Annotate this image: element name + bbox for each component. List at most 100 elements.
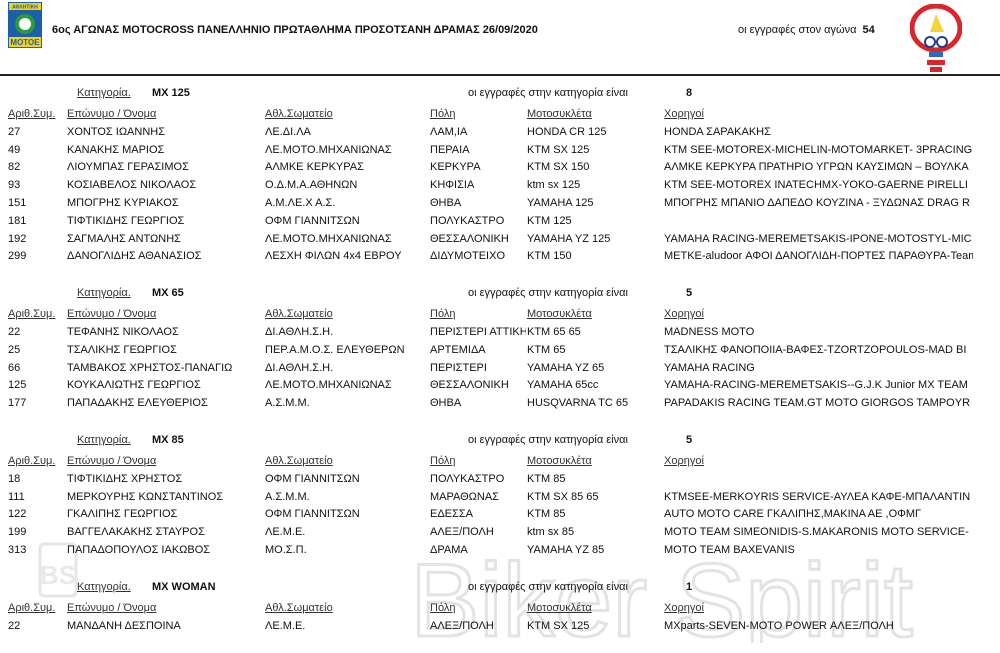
- club: ΛΕ.ΜΟΤΟ.ΜΗΧΑΝΙΩΝΑΣ: [265, 379, 392, 392]
- race-number: 199: [8, 526, 27, 539]
- category-count: 8: [686, 87, 693, 99]
- rider-name: ΔΑΝΟΓΛΙΔΗΣ ΑΘΑΝΑΣΙΟΣ: [67, 250, 202, 263]
- club: ΛΕ.ΜΟΤΟ.ΜΗΧΑΝΙΩΝΑΣ: [265, 232, 392, 245]
- table-row: 49 ΚΑΝΑΚΗΣ ΜΑΡΙΟΣ ΛΕ.ΜΟΤΟ.ΜΗΧΑΝΙΩΝΑΣ ΠΕΡΑΙΑ…: [0, 142, 1000, 160]
- motorcycle: KTM 65: [527, 343, 566, 356]
- rider-name: ΤΣΑΛΙΚΗΣ ΓΕΩΡΓΙΟΣ: [67, 343, 177, 356]
- sponsors: PAPADAKIS RACING TEAM.GT MOTO GIORGOS TA…: [664, 397, 971, 410]
- table-row: 177 ΠΑΠΑΔΑΚΗΣ ΕΛΕΥΘΕΡΙΟΣ Α.Σ.Μ.Μ. ΘΗΒΑ HUSQV…: [0, 395, 1000, 413]
- city: ΛΑΜ,ΙΑ: [430, 125, 468, 138]
- club: Ο.Δ.Μ.Α.ΑΘΗΝΩΝ: [265, 179, 358, 192]
- column-header: Αθλ.Σωματείο: [265, 308, 333, 321]
- category-section: Κατηγορία. MX WOMAN οι εγγραφές στην κατηγ…: [0, 578, 1000, 636]
- header-divider: [0, 74, 1000, 76]
- rider-name: ΛΙΟΥΜΠΑΣ ΓΕΡΑΣΙΜΟΣ: [67, 161, 189, 174]
- club: ΛΕ.ΜΟΤΟ.ΜΗΧΑΝΙΩΝΑΣ: [265, 143, 392, 156]
- column-header: Πόλη: [430, 308, 456, 321]
- table-row: 299 ΔΑΝΟΓΛΙΔΗΣ ΑΘΑΝΑΣΙΟΣ ΛΕΣΧΗ ΦΙΛΩΝ 4x4 Ε…: [0, 248, 1000, 266]
- sponsors: KTM SEE-MOTOREX INATECHMX-YOKO-GAERNE PI…: [664, 179, 968, 192]
- race-number: 93: [8, 179, 21, 192]
- race-number: 22: [8, 325, 21, 338]
- motorcycle: KTM SX 85 65: [527, 490, 599, 503]
- motorcycle: YAMAHA YZ 65: [527, 361, 605, 374]
- category-count-label: οι εγγραφές στην κατηγορία είναι: [468, 580, 628, 593]
- total-entries: οι εγγραφές στον αγώνα 54: [738, 24, 875, 36]
- category-name: MX 125: [152, 87, 190, 99]
- column-header: Αριθ.Συμ.: [8, 601, 56, 614]
- race-number: 181: [8, 214, 27, 227]
- rider-name: ΚΟΥΚΑΛΙΩΤΗΣ ΓΕΩΡΓΙΟΣ: [67, 379, 201, 392]
- club: ΛΕ.ΔΙ.ΛΑ: [265, 125, 311, 138]
- category-name: MX WOMAN: [152, 580, 216, 593]
- column-header: Χορηγοί: [664, 108, 704, 120]
- motorcycle: KTM SX 150: [527, 161, 590, 174]
- table-row: 22 ΜΑΝΔΑΝΗ ΔΕΣΠΟΙΝΑ ΛΕ.Μ.Ε. ΑΛΕΞ/ΠΟΛΗ KTM SX…: [0, 618, 1000, 636]
- motorcycle: YAMAHA 65cc: [527, 379, 599, 392]
- sponsors: MADNESS MOTO: [664, 325, 755, 338]
- category-label: Κατηγορία.: [77, 87, 131, 99]
- city: ΔΙΔΥΜΟΤΕΙΧΟ: [430, 250, 505, 263]
- city: ΕΔΕΣΣΑ: [430, 508, 473, 521]
- sponsors: YAMAHA RACING: [664, 361, 755, 374]
- race-number: 313: [8, 543, 27, 556]
- motorcycle: KTM 65 65: [527, 325, 581, 338]
- club: ΜΟ.Σ.Π.: [265, 543, 307, 556]
- table-row: 125 ΚΟΥΚΑΛΙΩΤΗΣ ΓΕΩΡΓΙΟΣ ΛΕ.ΜΟΤΟ.ΜΗΧΑΝΙΩΝΑ…: [0, 377, 1000, 395]
- table-row: 151 ΜΠΟΓΡΗΣ ΚΥΡΙΑΚΟΣ Α.Μ.ΛΕ.Χ Α.Σ. ΘΗΒΑ YAMA…: [0, 195, 1000, 213]
- category-section: Κατηγορία. MX 85 οι εγγραφές στην κατηγορί…: [0, 431, 1000, 560]
- club: ΑΛΜΚΕ ΚΕΡΚΥΡΑΣ: [265, 161, 364, 174]
- column-header: Χορηγοί: [664, 454, 704, 467]
- club: ΟΦΜ ΓΙΑΝΝΙΤΣΩΝ: [265, 214, 360, 227]
- logo-text-bottom: MOTOE: [10, 38, 40, 47]
- column-header: Αθλ.Σωματείο: [265, 108, 333, 120]
- motorcycle: YAMAHA 125: [527, 196, 594, 209]
- motoe-logo: ΑΘΛΗΤΙΚΗ MOTOE: [8, 2, 42, 48]
- column-header: Επώνυμο / Όνομα: [67, 108, 157, 120]
- rider-name: ΜΕΡΚΟΥΡΗΣ ΚΩΝΣΤΑΝΤΙΝΟΣ: [67, 490, 224, 503]
- race-number: 18: [8, 472, 21, 485]
- column-header: Επώνυμο / Όνομα: [67, 308, 157, 321]
- table-row: 122 ΓΚΑΛΙΠΗΣ ΓΕΩΡΓΙΟΣ ΟΦΜ ΓΙΑΝΝΙΤΣΩΝ ΕΔΕΣΣΑ…: [0, 506, 1000, 524]
- table-row: 181 ΤΙΦΤΙΚΙΔΗΣ ΓΕΩΡΓΙΟΣ ΟΦΜ ΓΙΑΝΝΙΤΣΩΝ ΠΟΛΥ…: [0, 213, 1000, 231]
- city: ΔΡΑΜΑ: [430, 543, 468, 556]
- category-header: Κατηγορία. MX WOMAN οι εγγραφές στην κατηγ…: [0, 578, 1000, 596]
- motorcycle: KTM 85: [527, 508, 566, 521]
- rider-name: ΤΙΦΤΙΚΙΔΗΣ ΧΡΗΣΤΟΣ: [67, 472, 183, 485]
- rider-name: ΚΑΝΑΚΗΣ ΜΑΡΙΟΣ: [67, 143, 165, 156]
- category-count: 1: [686, 580, 693, 593]
- rider-name: ΜΠΟΓΡΗΣ ΚΥΡΙΑΚΟΣ: [67, 196, 179, 209]
- logo-text-top: ΑΘΛΗΤΙΚΗ: [12, 5, 38, 11]
- table-row: 22 ΤΕΦΑΝΗΣ ΝΙΚΟΛΑΟΣ ΔΙ.ΑΘΛΗ.Σ.Η. ΠΕΡΙΣΤΕΡΙ …: [0, 324, 1000, 342]
- club: ΛΕΣΧΗ ΦΙΛΩΝ 4x4 ΕΒΡΟΥ: [265, 250, 402, 263]
- rider-name: ΒΑΓΓΕΛΑΚΑΚΗΣ ΣΤΑΥΡΟΣ: [67, 526, 205, 539]
- sponsors: ΜΕΤΚΕ-aludoor ΑΦΟΙ ΔΑΝΟΓΛΙΔΗ-ΠΟΡΤΕΣ ΠΑΡΑ…: [664, 250, 973, 263]
- city: ΚΕΡΚΥΡΑ: [430, 161, 481, 174]
- column-header: Μοτοσυκλέτα: [527, 108, 592, 120]
- motorcycle: KTM SX 125: [527, 143, 590, 156]
- column-headers: Αριθ.Συμ. Επώνυμο / Όνομα Αθλ.Σωματείο Πόλη…: [0, 106, 1000, 124]
- motorcycle: YAMAHA YZ 85: [527, 543, 605, 556]
- rider-name: ΤΕΦΑΝΗΣ ΝΙΚΟΛΑΟΣ: [67, 325, 179, 338]
- sponsors: KTM SEE-MOTOREX-MICHELIN-MOTOMARKET- 3PR…: [664, 143, 973, 156]
- city: ΑΛΕΞ/ΠΟΛΗ: [430, 526, 494, 539]
- motorcycle: KTM 150: [527, 250, 572, 263]
- race-number: 151: [8, 196, 27, 209]
- race-number: 82: [8, 161, 21, 174]
- club-logo: [910, 4, 962, 72]
- club: ΟΦΜ ΓΙΑΝΝΙΤΣΩΝ: [265, 472, 360, 485]
- club: ΠΕΡ.Α.Μ.Ο.Σ. ΕΛΕΥΘΕΡΩΝ: [265, 343, 405, 356]
- category-label: Κατηγορία.: [77, 287, 131, 300]
- race-number: 125: [8, 379, 27, 392]
- race-number: 177: [8, 397, 27, 410]
- column-header: Αριθ.Συμ.: [8, 308, 56, 321]
- city: ΘΕΣΣΑΛΟΝΙΚΗ: [430, 379, 509, 392]
- motorcycle: ktm sx 125: [527, 179, 581, 192]
- column-header: Πόλη: [430, 601, 456, 614]
- category-header: Κατηγορία. MX 85 οι εγγραφές στην κατηγορί…: [0, 431, 1000, 449]
- motorcycle: KTM 125: [527, 214, 572, 227]
- club: ΟΦΜ ΓΙΑΝΝΙΤΣΩΝ: [265, 508, 360, 521]
- category-name: MX 65: [152, 287, 184, 300]
- sponsors: ΑΛΜΚΕ ΚΕΡΚΥΡΑ ΠΡΑΤΗΡΙΟ ΥΓΡΩΝ ΚΑΥΣΙΜΩΝ – …: [664, 161, 969, 174]
- category-count-label: οι εγγραφές στην κατηγορία είναι: [468, 433, 628, 446]
- category-count-label: οι εγγραφές στην κατηγορία είναι: [468, 87, 628, 99]
